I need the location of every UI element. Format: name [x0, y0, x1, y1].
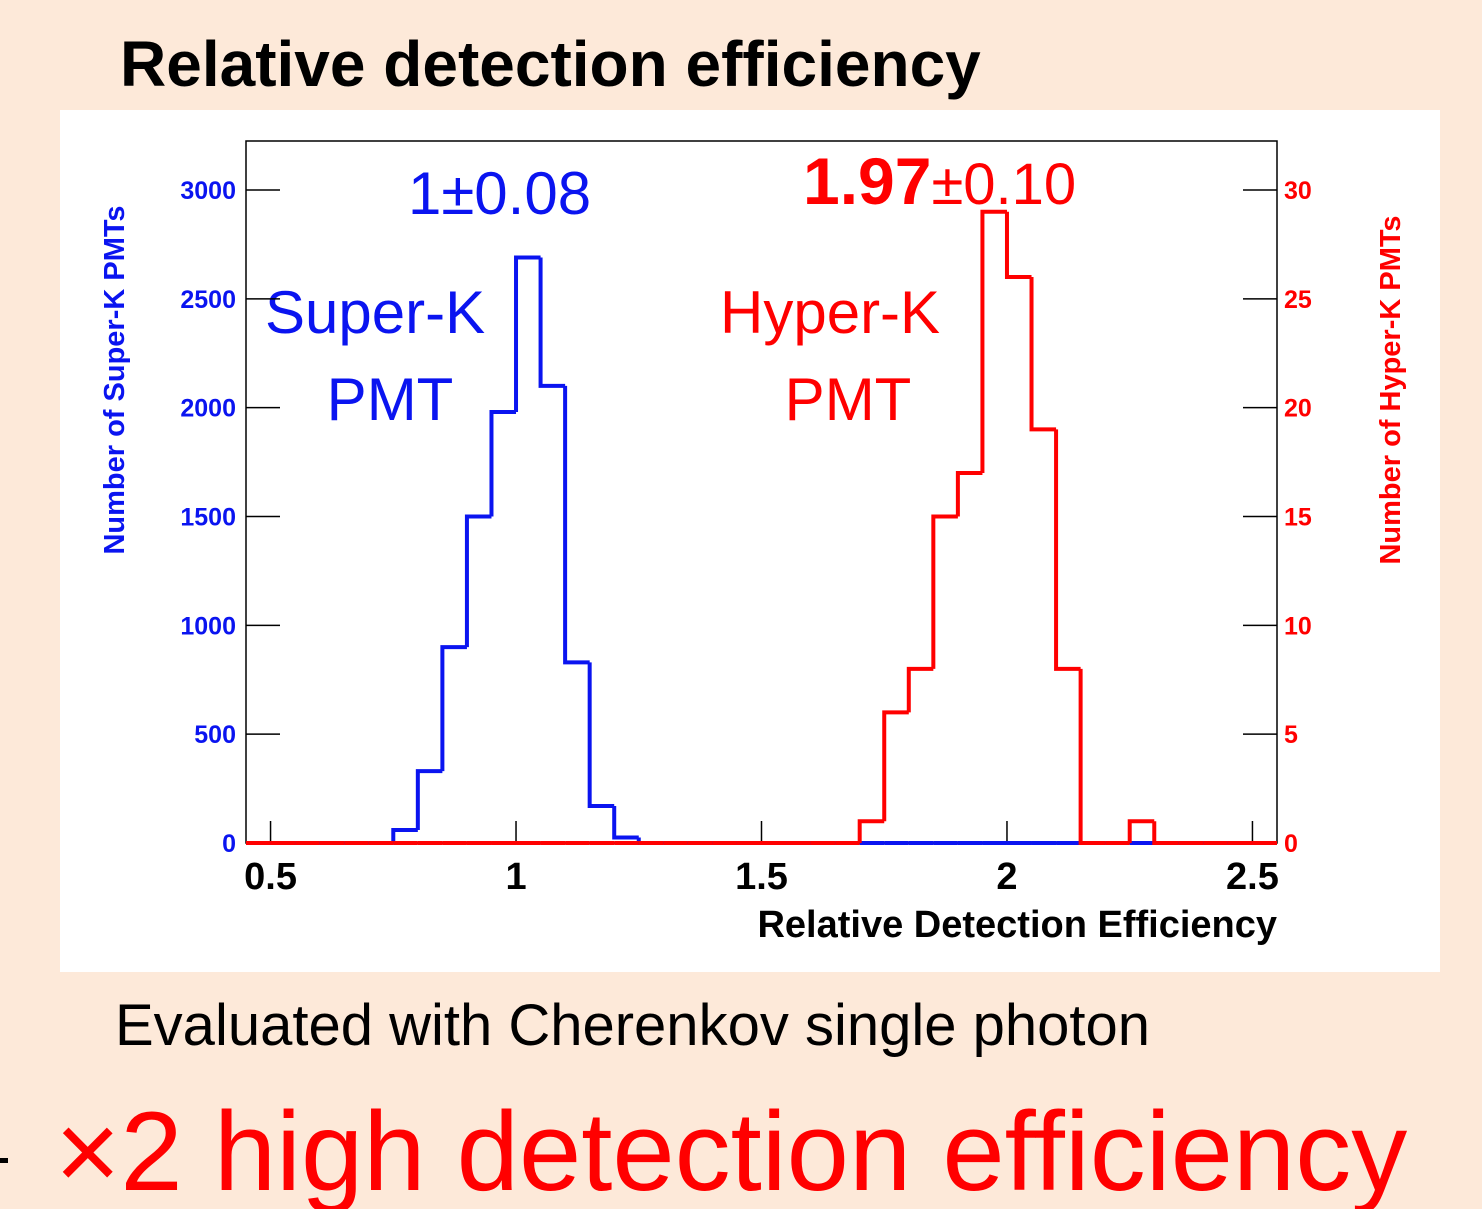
- y-tick-label: 2000: [180, 395, 236, 423]
- histogram-bin: [1152, 821, 1179, 845]
- x-tick-label: 0.5: [244, 856, 297, 898]
- y-tick-label: 500: [194, 721, 236, 749]
- histogram-bin: [931, 514, 958, 669]
- histogram-bin: [1029, 277, 1057, 432]
- histogram-bin: [1078, 668, 1106, 845]
- annotation: Super-K: [265, 279, 485, 346]
- y-axis-title: Number of Super-K PMTs: [99, 205, 131, 554]
- y2-tick-label: 30: [1284, 177, 1312, 205]
- histogram-bin: [415, 769, 443, 830]
- histogram-series: [246, 209, 1277, 845]
- histogram-bin: [906, 666, 934, 713]
- histogram-bin: [391, 827, 418, 843]
- histogram-bin: [514, 255, 541, 413]
- y-tick-label: 0: [222, 830, 236, 858]
- x-tick-label: 2: [996, 856, 1017, 898]
- y-tick-label: 1000: [180, 612, 236, 640]
- x-tick-label: 1.5: [735, 856, 788, 898]
- slide-note: Evaluated with Cherenkov single photon: [115, 993, 1150, 1058]
- histogram-bin: [612, 805, 639, 840]
- bullet: [0, 1158, 8, 1163]
- histogram-bin: [538, 257, 566, 388]
- y2-tick-label: 15: [1284, 503, 1312, 531]
- y2-axis-title: Number of Hyper-K PMTs: [1375, 215, 1407, 564]
- histogram-bin: [440, 645, 467, 772]
- y-tick-label: 2500: [180, 286, 236, 314]
- annotation: 1.97±0.10: [803, 144, 1076, 218]
- histogram-bin: [882, 710, 909, 822]
- y-tick-label: 1500: [180, 503, 236, 531]
- annotation: 1±0.08: [408, 160, 591, 227]
- histogram-bin: [955, 470, 983, 517]
- x-axis-title: Relative Detection Efficiency: [757, 904, 1277, 946]
- annotation: PMT: [327, 366, 454, 433]
- annotation-value: 1.97: [803, 144, 931, 218]
- y-tick-label: 3000: [180, 177, 236, 205]
- histogram-bin: [587, 662, 615, 808]
- histogram-bin: [1004, 211, 1032, 280]
- histogram-bin: [1127, 819, 1155, 843]
- y2-tick-label: 10: [1284, 612, 1312, 640]
- annotation: PMT: [785, 366, 912, 433]
- histogram-bin: [1054, 429, 1081, 671]
- slide-title: Relative detection efficiency: [120, 28, 981, 100]
- chart-panel: [60, 110, 1440, 972]
- x-tick-label: 1: [505, 856, 526, 898]
- y2-tick-label: 20: [1284, 395, 1312, 423]
- histogram-bin: [489, 410, 517, 517]
- y2-tick-label: 25: [1284, 286, 1312, 314]
- annotation: Hyper-K: [720, 279, 940, 346]
- annotation-error: ±0.10: [931, 152, 1076, 217]
- y2-tick-label: 0: [1284, 830, 1298, 858]
- x-tick-label: 2.5: [1226, 856, 1279, 898]
- histogram-bin: [980, 209, 1007, 473]
- histogram-bin: [563, 385, 590, 665]
- slide-conclusion: ×2 high detection efficiency: [55, 1089, 1407, 1209]
- histogram-bin: [464, 514, 492, 648]
- y2-tick-label: 5: [1284, 721, 1298, 749]
- histogram-bin: [857, 819, 885, 843]
